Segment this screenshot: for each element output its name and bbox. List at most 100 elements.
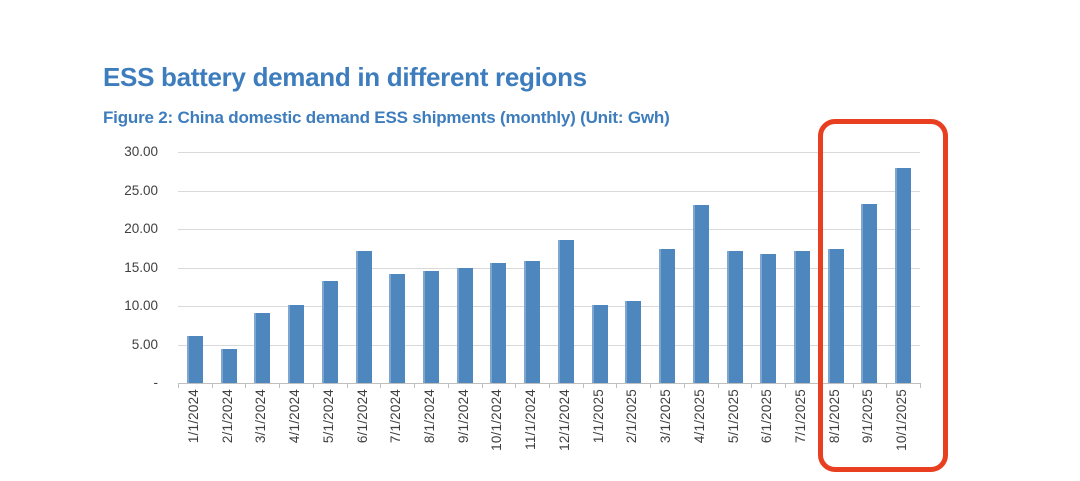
x-tick-label-text: 10/1/2024 [489,389,505,451]
x-axis: 1/1/2024 2/1/2024 3/1/2024 4/1/2024 5/1/2024… [178,389,920,474]
x-tick-label: 5/1/2024 [321,389,336,448]
x-axis-tick [717,383,719,388]
bar-3/1/2024 [254,312,271,383]
bar-2/1/2024 [220,349,237,383]
x-tick-label: 4/1/2025 [692,389,707,448]
x-axis-tick [245,383,247,388]
bar-9/1/2024 [456,267,473,383]
x-axis-tick [683,383,685,388]
x-tick-label: 1/1/2024 [186,389,201,448]
x-tick-label-text: 3/1/2025 [658,389,674,444]
x-tick-label: 11/1/2024 [523,389,538,455]
gridline [178,152,920,153]
bar-7/1/2025 [793,250,810,383]
gridline [178,190,920,192]
x-tick-label-text: 1/1/2024 [185,389,201,444]
x-axis-tick [818,383,820,388]
x-tick-label-text: 10/1/2025 [894,389,910,451]
bar-2/1/2025 [625,300,642,383]
x-tick-label-text: 8/1/2025 [826,389,842,444]
bar-6/1/2025 [760,253,777,383]
bar-7/1/2024 [389,274,406,383]
x-axis-tick [414,383,416,388]
x-tick-label-text: 5/1/2024 [320,389,336,444]
x-tick-label: 7/1/2024 [388,389,403,448]
bar-8/1/2025 [827,249,844,383]
x-tick-label: 3/1/2025 [658,389,673,448]
x-tick-label-text: 2/1/2024 [219,389,235,444]
y-tick-label: 30.00 [124,144,158,159]
x-axis-tick [549,383,550,388]
plot-area [178,152,921,388]
x-tick-label-text: 4/1/2025 [691,389,707,444]
x-tick-label: 2/1/2025 [624,389,639,448]
y-tick-label: 15.00 [124,259,158,275]
x-axis-tick [650,383,652,388]
x-tick-label: 1/1/2025 [591,389,606,448]
x-axis-tick [346,383,348,388]
bar-4/1/2024 [288,305,305,383]
x-tick-label: 10/1/2025 [894,389,909,456]
x-tick-label: 9/1/2025 [860,389,875,448]
x-axis-tick [380,383,382,388]
gridline [178,306,920,307]
x-tick-label: 4/1/2024 [287,389,302,448]
bar-12/1/2024 [557,239,574,383]
x-tick-label: 8/1/2024 [422,389,437,448]
page-title: ESS battery demand in different regions [103,62,587,92]
x-axis-tick [886,383,888,388]
bar-1/1/2025 [591,305,608,383]
x-tick-label: 9/1/2024 [456,389,471,448]
x-tick-label: 6/1/2025 [759,389,774,448]
x-tick-label-text: 6/1/2025 [759,389,775,444]
x-tick-label-text: 4/1/2024 [287,389,303,444]
gridline [178,267,920,269]
x-tick-label: 5/1/2025 [726,389,741,448]
x-tick-label-text: 9/1/2025 [860,389,876,444]
x-tick-label: 6/1/2024 [355,389,370,448]
x-axis-tick [279,383,281,388]
x-tick-label-text: 7/1/2024 [388,389,404,444]
bar-9/1/2025 [861,204,878,383]
x-axis-tick [312,383,314,388]
gridline [178,344,920,346]
y-tick-label: 10.00 [124,298,158,313]
x-axis-tick [515,383,517,388]
x-tick-label-text: 8/1/2024 [421,389,437,444]
bar-5/1/2024 [321,280,338,383]
gridline [178,229,920,230]
y-tick-label: 5.00 [131,336,158,352]
x-tick-label-text: 6/1/2024 [354,389,370,444]
x-tick-label: 8/1/2025 [827,389,842,448]
x-tick-label-text: 12/1/2024 [556,389,572,451]
x-tick-label-text: 3/1/2024 [253,389,269,444]
x-tick-label: 3/1/2024 [253,389,268,448]
bar-10/1/2025 [895,168,912,383]
x-tick-label: 7/1/2025 [793,389,808,448]
x-axis-tick [852,383,854,388]
x-axis-tick [751,383,753,388]
x-axis-tick [582,383,584,388]
bar-11/1/2024 [524,260,541,383]
y-axis: 30.00 25.00 20.00 15.00 10.00 5.00 - [96,144,158,390]
x-tick-label-text: 7/1/2025 [792,389,808,444]
x-axis-tick [785,383,787,388]
x-axis-tick [211,383,213,388]
y-tick-label: - [153,375,159,390]
y-tick-label: 20.00 [124,221,158,236]
bar-10/1/2024 [490,262,507,383]
x-tick-label: 10/1/2024 [489,389,504,456]
bar-5/1/2025 [726,250,743,383]
x-axis-tick [920,383,921,388]
figure-caption: Figure 2: China domestic demand ESS ship… [103,108,670,127]
bar-8/1/2024 [422,271,439,383]
x-tick-label: 2/1/2024 [220,389,235,448]
x-tick-label-text: 9/1/2024 [455,389,471,444]
x-axis-tick [447,383,449,388]
x-axis-tick [178,383,179,388]
x-tick-label: 12/1/2024 [557,389,572,456]
x-axis-tick [481,383,483,388]
x-tick-label-text: 11/1/2024 [523,389,539,450]
bar-4/1/2025 [692,205,709,383]
